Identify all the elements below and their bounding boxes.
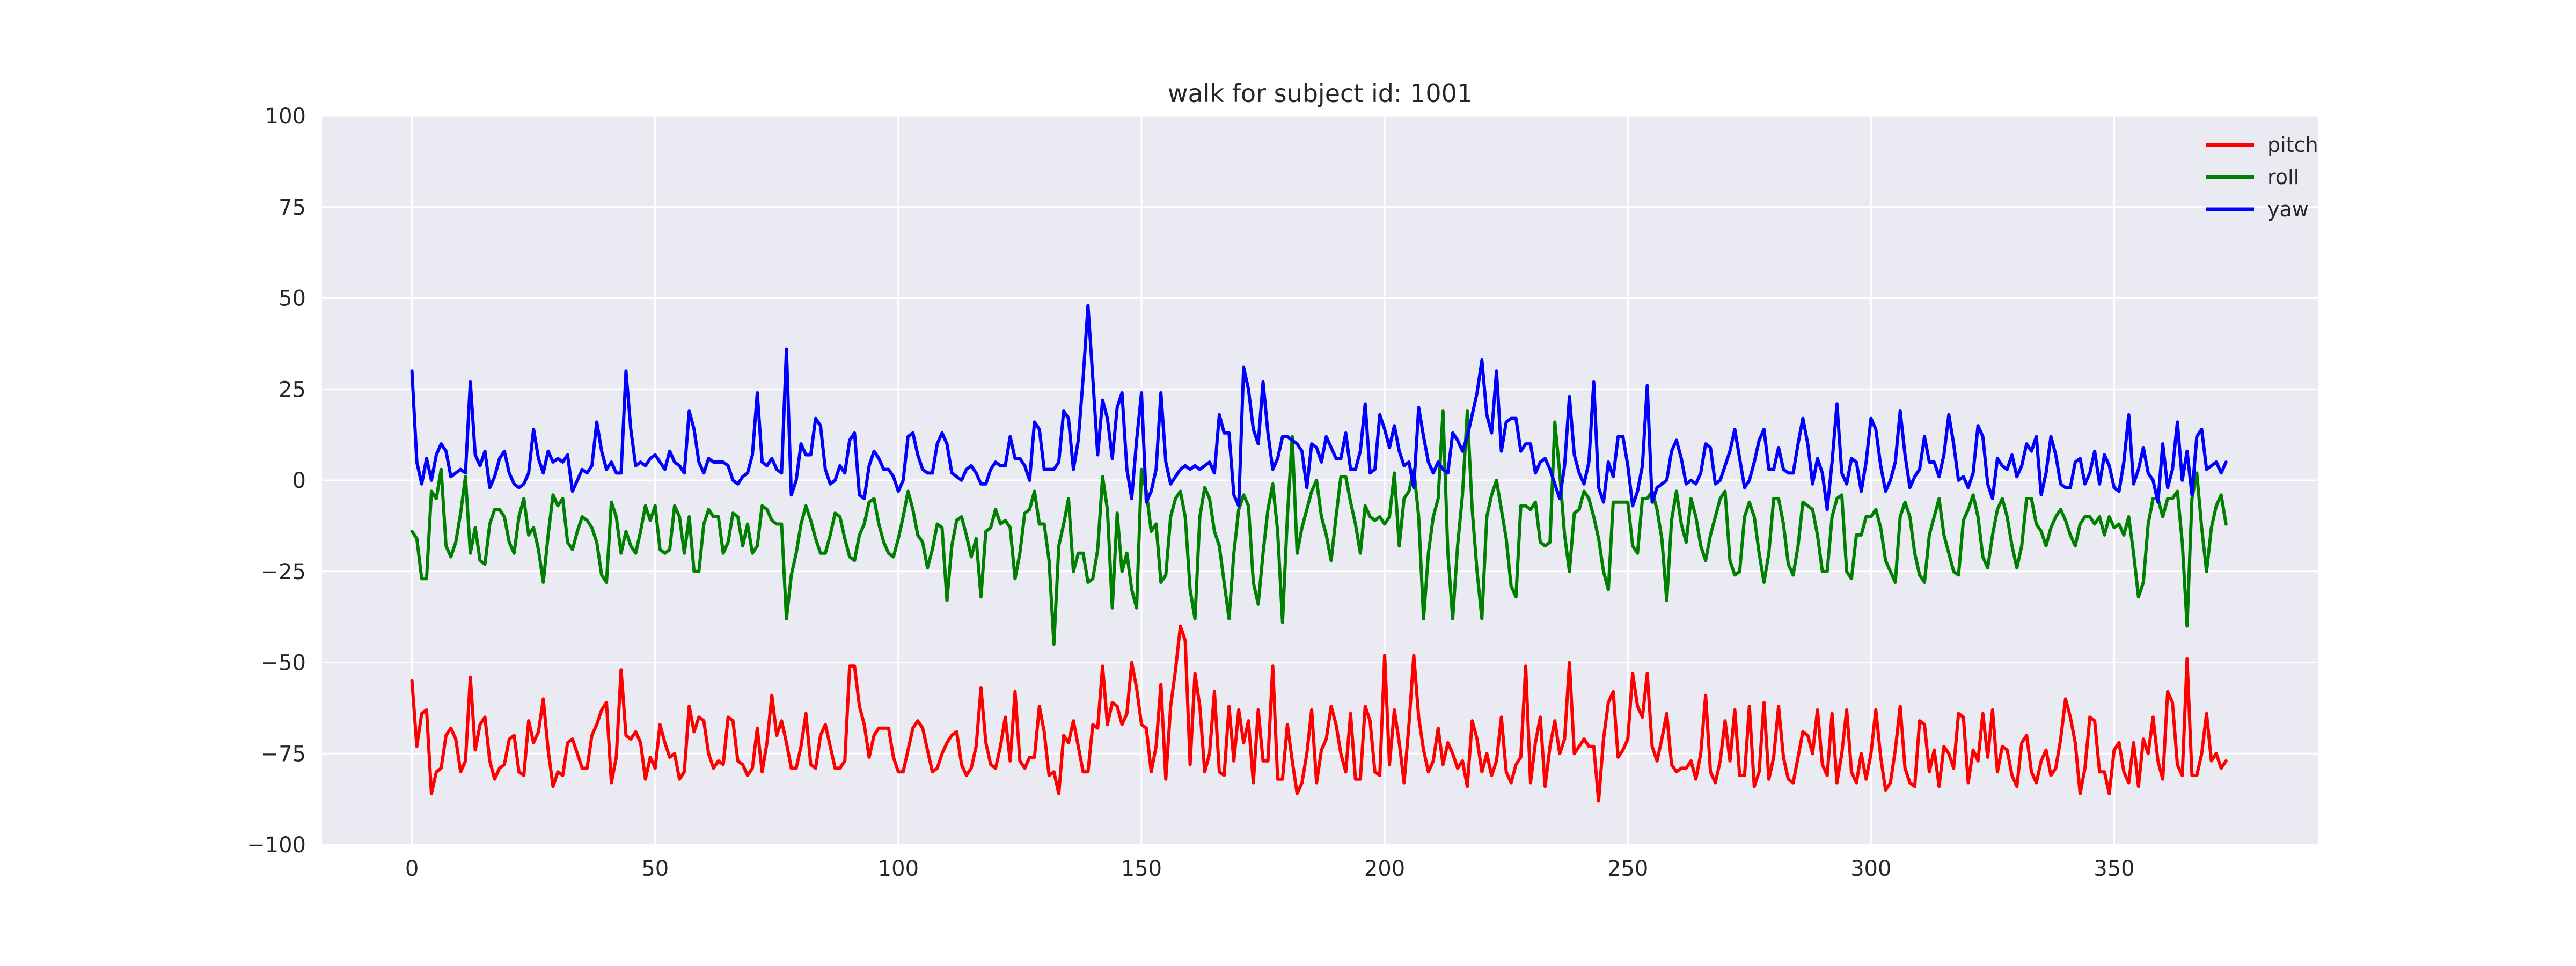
series-lines bbox=[410, 304, 2228, 803]
x-tick-label: 150 bbox=[1121, 857, 1162, 881]
legend-label-yaw: yaw bbox=[2267, 197, 2309, 221]
x-tick-label: 250 bbox=[1607, 857, 1648, 881]
y-tick-label: 25 bbox=[279, 377, 306, 402]
series-line-roll bbox=[410, 409, 2228, 646]
x-tick-label: 100 bbox=[878, 857, 919, 881]
x-tick-label: 300 bbox=[1850, 857, 1891, 881]
series-line-pitch bbox=[410, 624, 2228, 803]
series-line-yaw bbox=[410, 304, 2228, 511]
legend: pitch roll yaw bbox=[2206, 133, 2318, 221]
y-tick-label: 0 bbox=[292, 469, 306, 493]
grid-lines bbox=[322, 115, 2318, 846]
legend-label-pitch: pitch bbox=[2267, 133, 2318, 157]
x-tick-label: 0 bbox=[405, 857, 419, 881]
legend-label-roll: roll bbox=[2267, 165, 2299, 189]
y-tick-label: −50 bbox=[261, 651, 306, 676]
y-tick-label: −75 bbox=[261, 742, 306, 766]
y-tick-label: 100 bbox=[265, 104, 306, 129]
y-tick-label: 75 bbox=[279, 195, 306, 220]
y-tick-label: 50 bbox=[279, 287, 306, 311]
x-tick-label: 50 bbox=[641, 857, 669, 881]
y-axis-tick-labels: −100 −75 −50 −25 0 25 50 75 100 bbox=[247, 104, 306, 858]
x-axis-tick-labels: 0 50 100 150 200 250 300 350 bbox=[405, 857, 2135, 881]
y-tick-label: −100 bbox=[247, 833, 306, 858]
x-tick-label: 200 bbox=[1364, 857, 1405, 881]
y-tick-label: −25 bbox=[261, 560, 306, 584]
chart-title: walk for subject id: 1001 bbox=[1168, 79, 1473, 108]
x-tick-label: 350 bbox=[2094, 857, 2134, 881]
